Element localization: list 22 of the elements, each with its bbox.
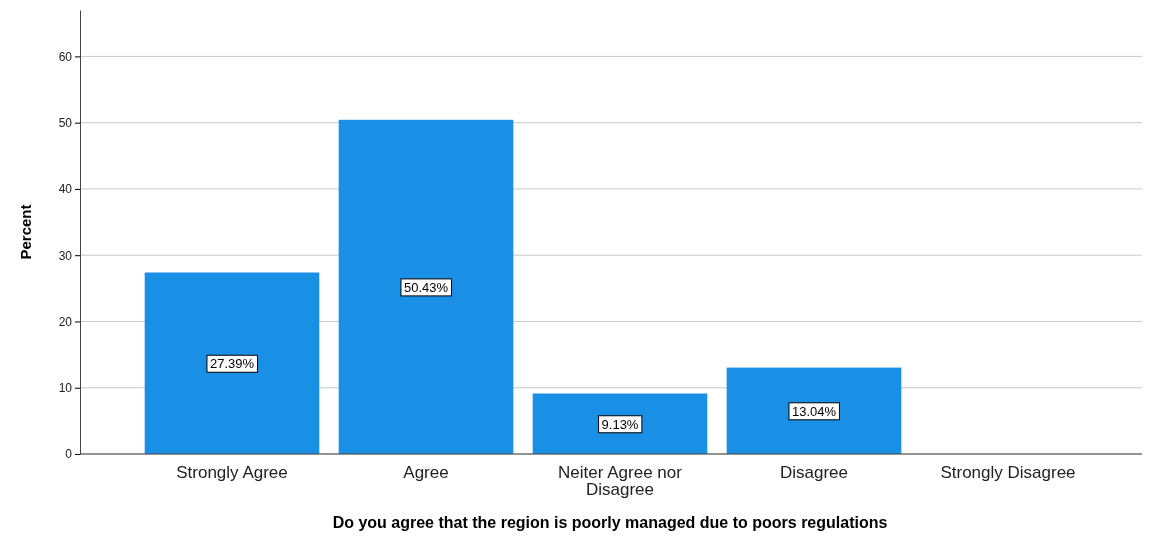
y-tick-label: 40 [58, 182, 73, 197]
x-axis-title: Do you agree that the region is poorly managed due to poors regulations [332, 514, 888, 531]
data-label: 27.39% [209, 356, 255, 372]
y-tick-label: 10 [58, 381, 73, 396]
y-tick-label: 60 [58, 49, 73, 64]
bar [532, 393, 708, 454]
data-label: 50.43% [403, 279, 449, 295]
data-label: 9.13% [601, 416, 639, 432]
x-tick-label: Strongly Disagree [940, 463, 1076, 482]
bar [726, 367, 902, 454]
x-tick-label: Disagree [779, 463, 849, 482]
y-tick-label: 0 [65, 447, 73, 462]
y-tick-label: 30 [58, 248, 73, 263]
y-tick-label: 50 [58, 116, 73, 130]
y-axis-title: Percent [17, 204, 34, 260]
x-tick-label: Agree [403, 463, 449, 482]
bar [338, 119, 514, 454]
x-tick-label: Strongly Agree [176, 463, 288, 482]
bar [144, 272, 320, 454]
x-tick-label: Neiter Agree nor Disagree [558, 463, 683, 499]
data-label: 13.04% [791, 403, 837, 419]
y-tick-label: 20 [58, 314, 73, 329]
